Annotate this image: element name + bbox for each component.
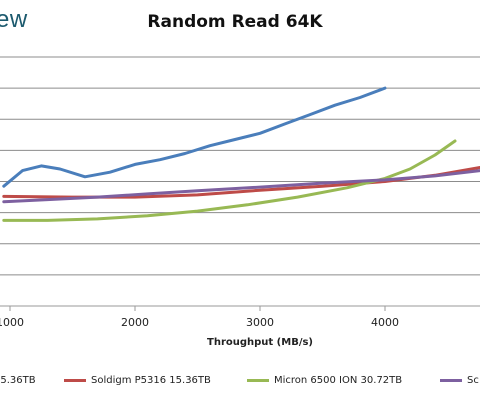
x-tick-label-4000: 4000 (371, 316, 399, 329)
series-line-4 (2, 169, 480, 204)
chart-title-text: Random Read 64K (147, 12, 323, 32)
x-tick-label-3000: 3000 (246, 316, 274, 329)
legend-item-4: Sc (440, 373, 479, 387)
legend-label-1: 15.36TB (0, 374, 36, 386)
series-line-2 (2, 166, 480, 199)
legend-item-1: 15.36TB (0, 373, 36, 387)
chart-title: Random Read 64K (0, 12, 480, 32)
x-tick-label-2000: 2000 (121, 316, 149, 329)
legend-item-2: Soldigm P5316 15.36TB (64, 373, 211, 387)
legend-label-2: Soldigm P5316 15.36TB (91, 374, 211, 386)
legend-item-3: Micron 6500 ION 30.72TB (247, 373, 402, 387)
x-tick-label-1000: 1000 (0, 316, 24, 329)
legend-swatch-3 (247, 378, 269, 382)
legend-swatch-2 (64, 378, 86, 382)
series-line-3 (2, 139, 457, 222)
brand-logo: ew (0, 6, 28, 33)
legend-label-3: Micron 6500 ION 30.72TB (274, 374, 403, 386)
x-axis-label: Throughput (MB/s) (207, 337, 313, 348)
legend-swatch-4 (440, 378, 462, 382)
legend-label-4: Sc (467, 374, 479, 386)
series-line-1 (2, 86, 387, 188)
